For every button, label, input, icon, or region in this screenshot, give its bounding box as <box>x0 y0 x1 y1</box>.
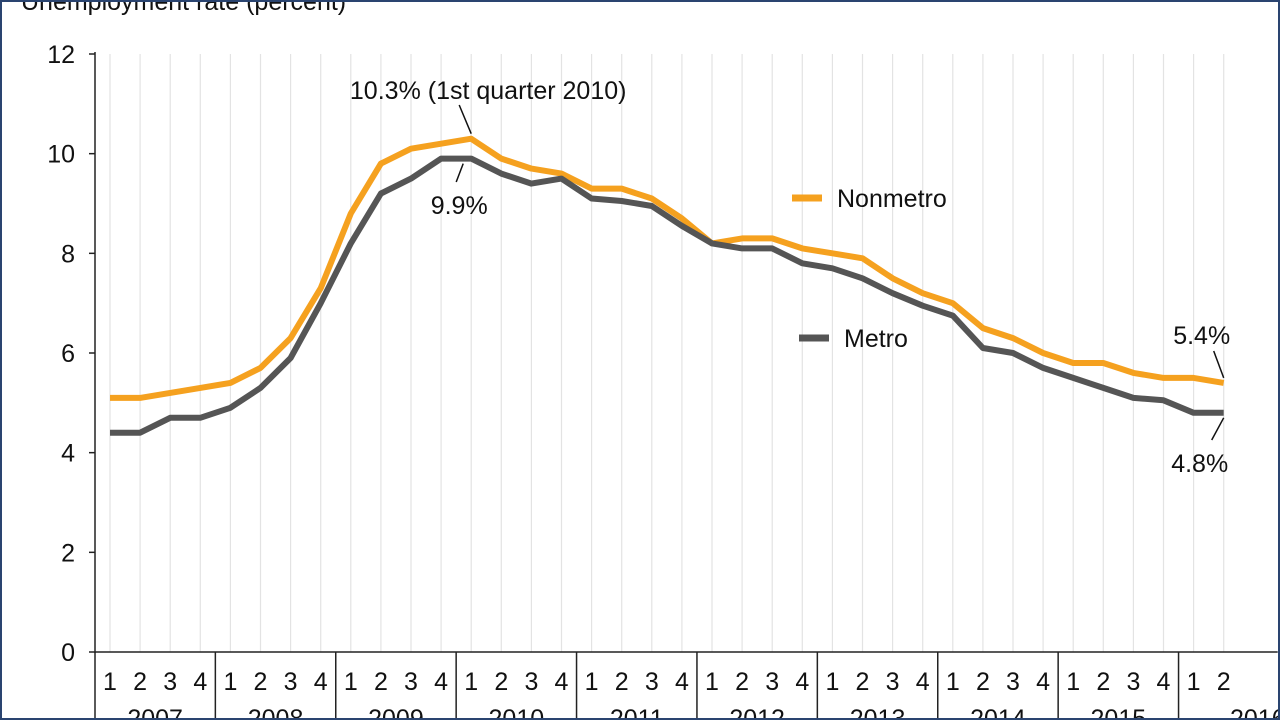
x-tick-label: 3 <box>886 668 900 696</box>
annotation-leader <box>455 163 464 183</box>
x-tick-label: 3 <box>284 668 298 696</box>
x-tick-label: 4 <box>916 668 930 696</box>
x-tick-label: 2 <box>1217 668 1231 696</box>
x-tick-label: 4 <box>314 668 328 696</box>
annotation-leader <box>1211 417 1225 441</box>
x-tick-label: 2 <box>976 668 990 696</box>
x-tick-label: 1 <box>825 668 839 696</box>
annotation-peak-nonmetro: 10.3% (1st quarter 2010) <box>350 77 627 105</box>
year-label: 2008 <box>248 705 304 718</box>
year-label: 2014 <box>970 705 1026 718</box>
x-tick-label: 3 <box>1126 668 1140 696</box>
y-tick-label: 2 <box>61 539 75 567</box>
x-tick-label: 4 <box>434 668 448 696</box>
x-tick-label: 2 <box>615 668 629 696</box>
x-tick-label: 1 <box>1187 668 1201 696</box>
year-label: 2007 <box>127 705 183 718</box>
legend-label-metro: Metro <box>844 325 908 353</box>
legend-label-nonmetro: Nonmetro <box>837 185 947 213</box>
y-tick-label: 6 <box>61 340 75 368</box>
x-tick-label: 3 <box>163 668 177 696</box>
x-tick-label: 1 <box>946 668 960 696</box>
annotation-peak-metro: 9.9% <box>431 192 488 220</box>
year-label: 2013 <box>850 705 906 718</box>
x-tick-label: 3 <box>765 668 779 696</box>
y-tick-label: 8 <box>61 240 75 268</box>
x-tick-label: 4 <box>795 668 809 696</box>
series-line-metro <box>110 155 1224 436</box>
y-tick-label: 12 <box>47 41 75 69</box>
annotation-end-nonmetro: 5.4% <box>1173 322 1230 350</box>
x-tick-label: 4 <box>555 668 569 696</box>
year-label: 2012 <box>729 705 785 718</box>
x-tick-label: 1 <box>464 668 478 696</box>
x-tick-label: 3 <box>524 668 538 696</box>
x-tick-label: 2 <box>374 668 388 696</box>
x-tick-label: 3 <box>645 668 659 696</box>
x-tick-label: 1 <box>705 668 719 696</box>
y-axis-title: Unemployment rate (percent) <box>21 2 346 16</box>
y-tick-label: 4 <box>61 440 75 468</box>
annotation-leader <box>458 104 472 135</box>
x-tick-label: 2 <box>735 668 749 696</box>
y-tick-label: 10 <box>47 141 75 169</box>
x-tick-label: 2 <box>254 668 268 696</box>
series-line-nonmetro <box>110 135 1225 401</box>
annotation-leader <box>1212 350 1225 379</box>
x-tick-label: 1 <box>585 668 599 696</box>
year-label: 2009 <box>368 705 424 718</box>
x-tick-label: 4 <box>1157 668 1171 696</box>
x-tick-label: 3 <box>404 668 418 696</box>
annotation-end-metro: 4.8% <box>1171 450 1228 478</box>
x-tick-label: 4 <box>675 668 689 696</box>
x-tick-label: 1 <box>223 668 237 696</box>
year-label: 2016 <box>1230 705 1278 718</box>
y-tick-label: 0 <box>61 639 75 667</box>
x-tick-label: 2 <box>133 668 147 696</box>
x-tick-label: 2 <box>1096 668 1110 696</box>
x-tick-label: 2 <box>494 668 508 696</box>
year-label: 2011 <box>610 705 664 718</box>
x-tick-label: 1 <box>103 668 117 696</box>
x-tick-label: 1 <box>1066 668 1080 696</box>
x-tick-label: 4 <box>1036 668 1050 696</box>
year-label: 2010 <box>489 705 545 718</box>
x-tick-label: 3 <box>1006 668 1020 696</box>
x-tick-label: 2 <box>856 668 870 696</box>
x-tick-label: 1 <box>344 668 358 696</box>
year-label: 2015 <box>1091 705 1147 718</box>
x-tick-label: 4 <box>193 668 207 696</box>
